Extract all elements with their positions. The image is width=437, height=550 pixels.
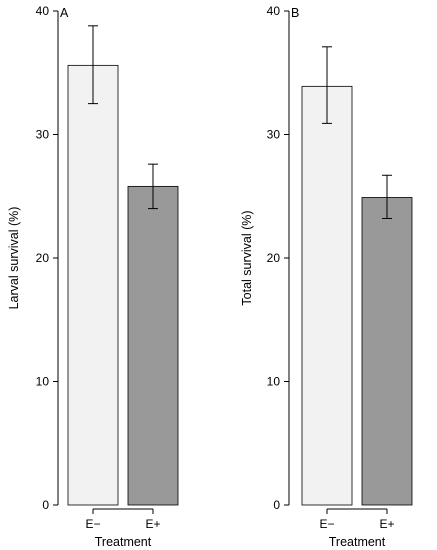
y-tick-label: 30 [267, 128, 281, 142]
y-axis-label: Larval survival (%) [7, 207, 21, 310]
x-tick-label: E+ [379, 517, 394, 531]
y-tick-label: 0 [273, 498, 280, 512]
y-tick-label: 20 [36, 251, 50, 265]
y-tick-label: 20 [267, 251, 281, 265]
chart-panel-b: 0 10 20 30 40 E− E+ Treatment Total survival (%)… [240, 4, 413, 549]
chart-panel-a: 0 10 20 30 40 E− E+ Treatment Larval survival (%… [7, 4, 179, 549]
bar-e-minus [67, 64, 119, 506]
x-axis-label: Treatment [95, 535, 152, 549]
bar-e-plus [127, 185, 179, 506]
bar-e-plus [361, 197, 413, 506]
y-tick-label: 40 [267, 4, 281, 18]
y-tick-label: 10 [267, 375, 281, 389]
bar-e-minus [301, 85, 353, 506]
y-tick-label: 10 [36, 375, 50, 389]
x-tick-label: E− [319, 517, 334, 531]
y-tick-label: 40 [36, 4, 50, 18]
panel-letter: B [291, 6, 299, 20]
y-tick-label: 0 [42, 498, 49, 512]
y-tick-label: 30 [36, 128, 50, 142]
panel-letter: A [60, 6, 69, 20]
y-axis-label: Total survival (%) [240, 210, 254, 305]
x-tick-label: E+ [145, 517, 160, 531]
x-axis-label: Treatment [329, 535, 386, 549]
x-tick-label: E− [85, 517, 100, 531]
